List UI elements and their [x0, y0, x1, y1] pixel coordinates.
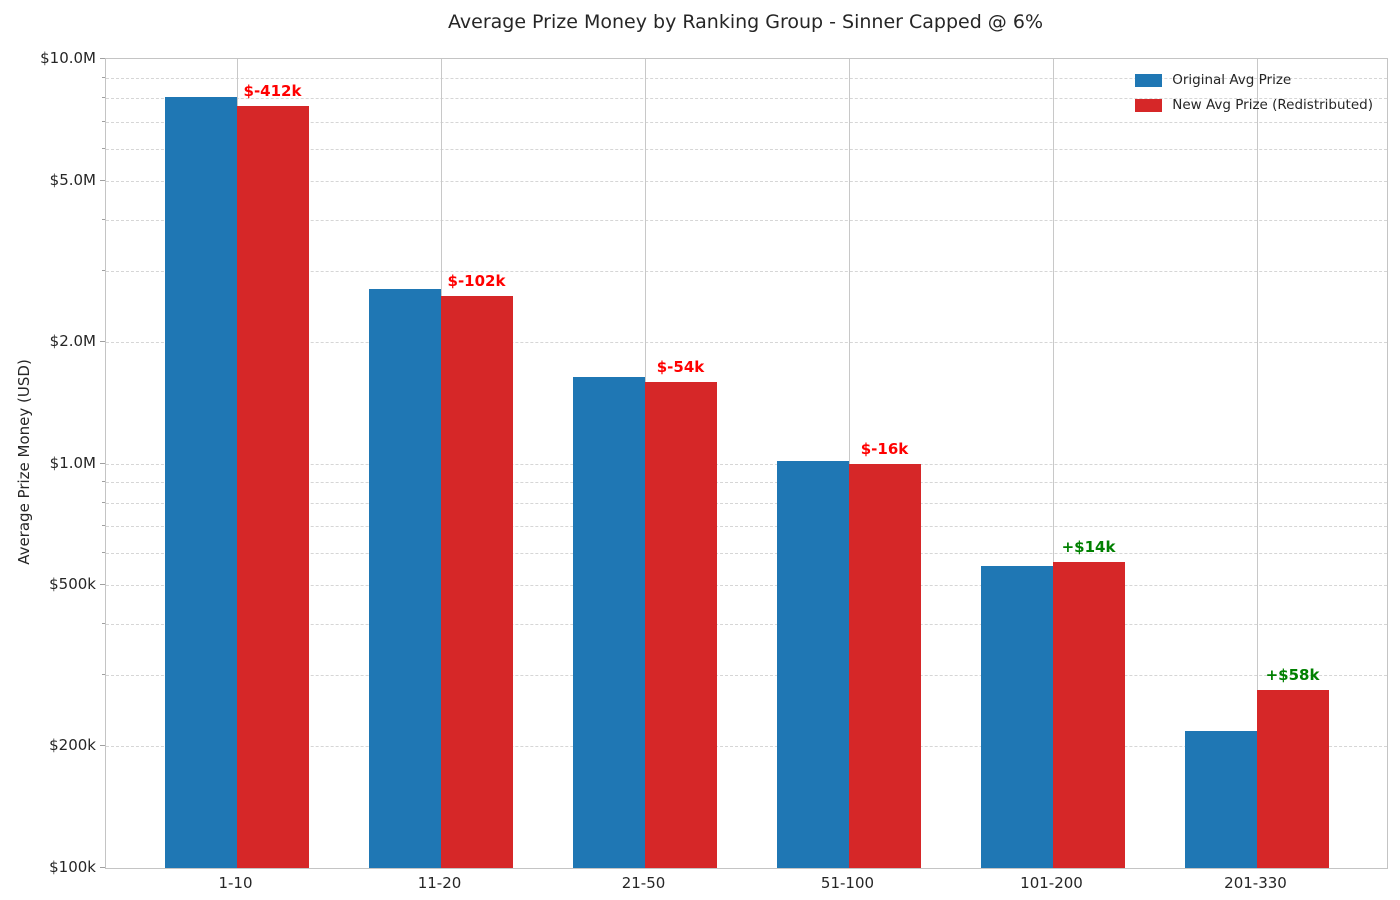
- legend-swatch-redistributed-icon: [1135, 98, 1163, 112]
- gridline-horizontal: [106, 482, 1387, 483]
- y-tick-label: $2.0M: [49, 331, 96, 350]
- bar-redistributed-1-10: [236, 105, 309, 868]
- gridline-vertical: [848, 59, 850, 868]
- bar-annotation: +$58k: [1265, 665, 1320, 684]
- bar-annotation: $-54k: [656, 358, 705, 377]
- bar-original-11-20: [368, 289, 441, 868]
- legend-item-original: Original Avg Prize: [1135, 72, 1373, 88]
- x-tick-label: 21-50: [621, 874, 666, 892]
- y-tick-label: $1.0M: [49, 453, 96, 472]
- y-tick-mark-minor: [102, 120, 105, 122]
- y-tick-mark-minor: [102, 97, 105, 99]
- y-tick-mark-minor: [102, 481, 105, 482]
- gridline-horizontal: [106, 180, 1387, 182]
- plot-area: $-412k $-102k $-54k $-16k +$14k +$58k Origina…: [105, 58, 1388, 869]
- y-tick-mark-minor: [102, 552, 105, 554]
- gridline-horizontal: [106, 121, 1387, 123]
- y-tick-mark: [100, 58, 105, 59]
- gridline-horizontal: [106, 746, 1387, 748]
- y-tick-mark: [100, 867, 105, 868]
- bar-original-201-330: [1184, 731, 1257, 868]
- y-tick-mark: [100, 179, 105, 181]
- legend-label-redistributed: New Avg Prize (Redistributed): [1172, 97, 1373, 113]
- gridline-vertical: [1052, 59, 1054, 868]
- x-tick-label: 201-330: [1224, 874, 1287, 892]
- gridline-horizontal: [106, 553, 1387, 555]
- y-tick-mark-minor: [102, 76, 105, 78]
- gridline-horizontal: [106, 502, 1387, 504]
- gridline-horizontal: [106, 341, 1387, 343]
- bar-annotation: $-16k: [860, 440, 909, 459]
- y-tick-mark-minor: [102, 218, 105, 220]
- x-tick-label: 11-20: [417, 874, 462, 892]
- x-tick-label: 51-100: [820, 874, 875, 892]
- legend: Original Avg Prize New Avg Prize (Redist…: [1135, 72, 1373, 122]
- legend-item-redistributed: New Avg Prize (Redistributed): [1135, 97, 1373, 113]
- gridline-horizontal: [106, 98, 1387, 100]
- y-tick-label: $5.0M: [49, 170, 96, 189]
- bar-redistributed-11-20: [440, 295, 513, 868]
- x-tick-label: 1-10: [218, 874, 253, 892]
- y-tick-mark-minor: [102, 501, 105, 503]
- y-tick-label: $500k: [49, 575, 96, 594]
- y-tick-mark-minor: [102, 623, 105, 625]
- y-tick-label: $200k: [49, 736, 96, 755]
- legend-swatch-original-icon: [1135, 73, 1163, 87]
- x-tick-label: 101-200: [1020, 874, 1083, 892]
- bar-original-51-100: [776, 461, 849, 868]
- gridline-horizontal: [106, 463, 1387, 465]
- y-tick-label: $100k: [49, 858, 96, 876]
- gridline-horizontal: [106, 270, 1387, 272]
- gridline-horizontal: [106, 585, 1387, 587]
- bar-original-21-50: [572, 376, 645, 868]
- gridline-horizontal: [106, 624, 1387, 626]
- y-tick-mark-minor: [102, 525, 105, 527]
- legend-label-original: Original Avg Prize: [1172, 72, 1292, 88]
- gridline-horizontal: [106, 219, 1387, 221]
- y-tick-mark: [100, 745, 105, 747]
- y-tick-mark-minor: [102, 147, 105, 149]
- y-tick-label: $10.0M: [40, 49, 96, 67]
- bar-annotation: $-102k: [447, 271, 506, 290]
- y-tick-mark: [100, 462, 105, 464]
- chart-title: Average Prize Money by Ranking Group - S…: [448, 11, 1043, 33]
- gridline-horizontal: [106, 675, 1387, 676]
- bar-redistributed-21-50: [644, 382, 717, 868]
- gridline-vertical: [1256, 59, 1258, 868]
- bar-original-101-200: [980, 566, 1053, 868]
- gridline-horizontal: [106, 77, 1387, 79]
- bar-redistributed-201-330: [1256, 689, 1329, 868]
- bar-redistributed-51-100: [848, 464, 921, 868]
- gridline-horizontal: [106, 526, 1387, 528]
- bar-redistributed-101-200: [1052, 561, 1125, 868]
- y-tick-mark: [100, 584, 105, 586]
- bar-original-1-10: [164, 96, 237, 868]
- bar-annotation: $-412k: [243, 81, 302, 100]
- y-tick-mark-minor: [102, 269, 105, 271]
- y-tick-mark: [100, 340, 105, 342]
- bar-annotation: +$14k: [1061, 537, 1116, 556]
- y-tick-mark-minor: [102, 674, 105, 675]
- gridline-horizontal: [106, 148, 1387, 150]
